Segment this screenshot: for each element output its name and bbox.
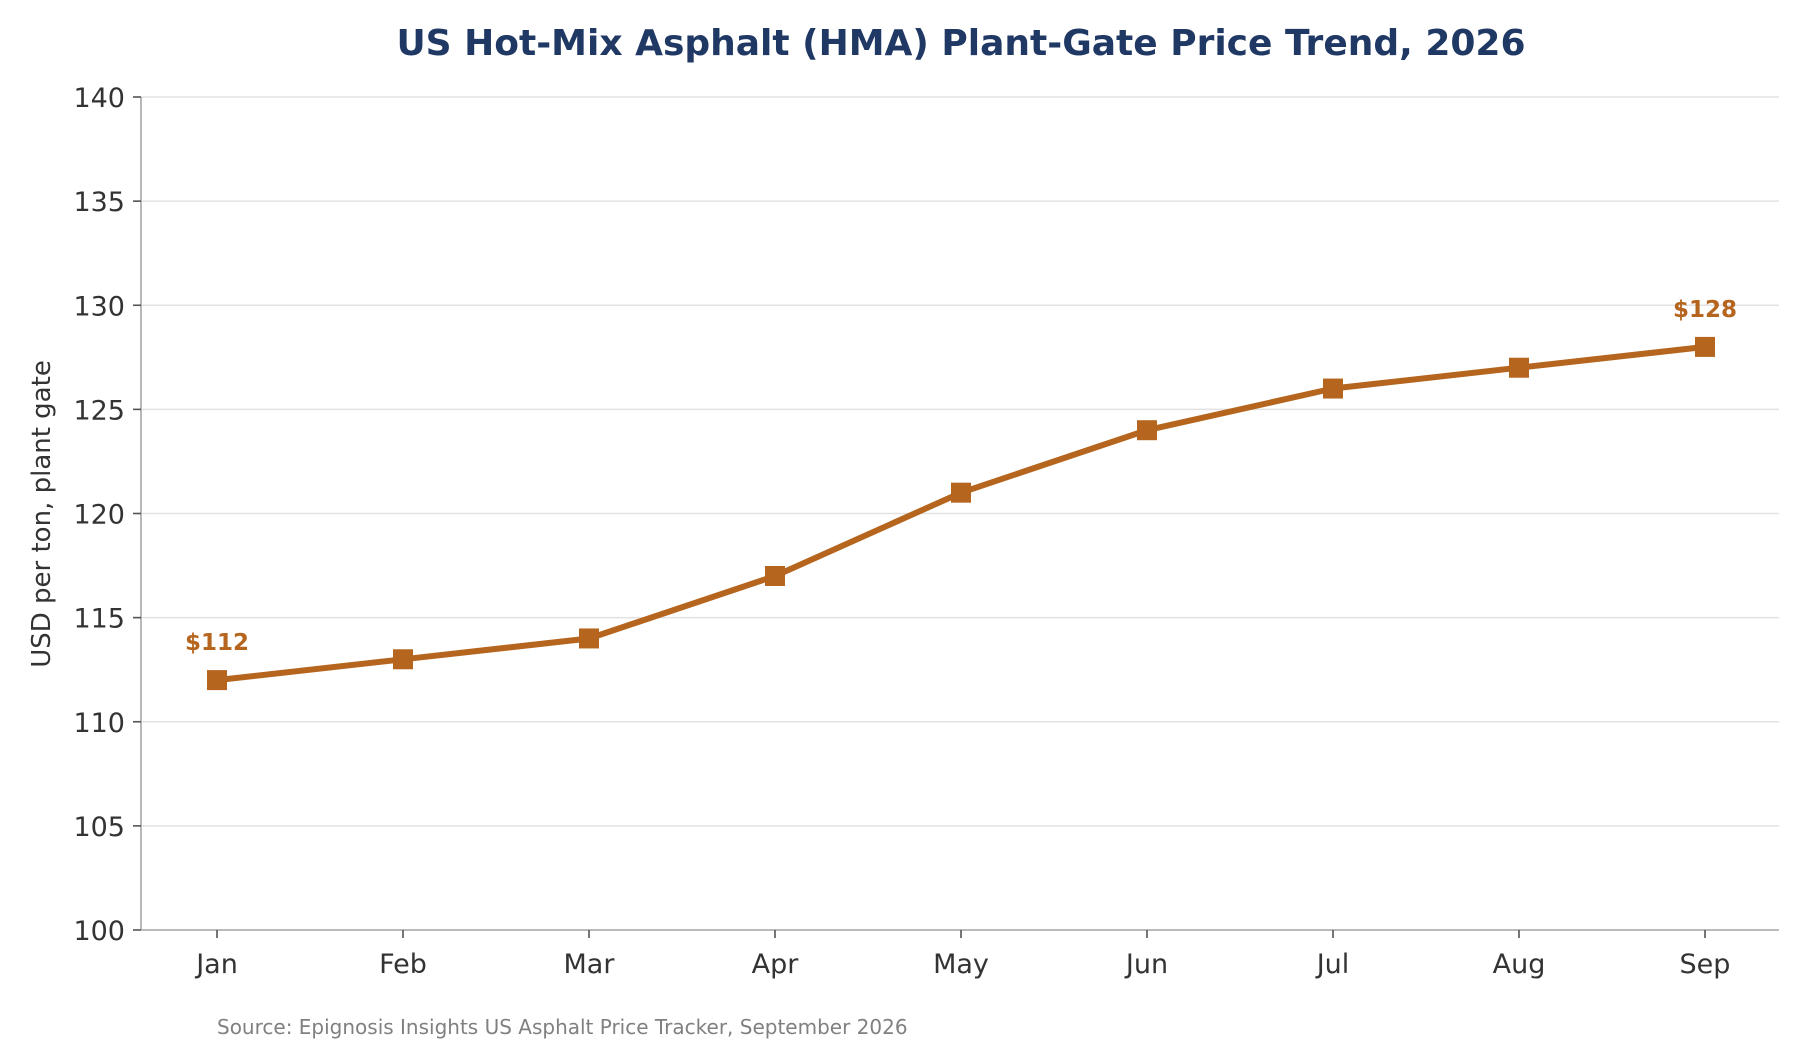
x-tick-label: Feb	[379, 949, 427, 980]
y-tick-label: 125	[73, 395, 125, 426]
data-label: $128	[1673, 297, 1737, 323]
x-tick-label: Mar	[564, 949, 616, 980]
chart-title: US Hot-Mix Asphalt (HMA) Plant-Gate Pric…	[396, 23, 1525, 64]
x-tick-label: Jun	[1124, 949, 1168, 980]
x-tick-label: Aug	[1493, 949, 1546, 980]
x-tick-label: Apr	[752, 949, 800, 980]
data-label: $112	[185, 630, 249, 656]
y-tick-label: 105	[73, 812, 125, 843]
x-axis-ticks: Jan Feb Mar Apr May Jun Jul Aug Sep	[194, 930, 1730, 980]
y-tick-label: 100	[73, 916, 125, 947]
y-tick-label: 120	[73, 500, 125, 531]
data-point-marker	[207, 670, 227, 691]
data-point-marker	[393, 649, 413, 670]
y-axis-ticks: 100 105 110 115 120 125 130 135 140	[73, 83, 141, 947]
y-tick-label: 115	[73, 604, 125, 635]
data-labels: $112 $128	[185, 297, 1737, 656]
y-tick-label: 140	[73, 83, 125, 114]
x-tick-label: May	[933, 949, 989, 980]
y-tick-label: 135	[73, 187, 125, 218]
y-tick-label: 130	[73, 291, 125, 322]
data-point-marker	[951, 482, 971, 503]
x-tick-label: Jul	[1315, 949, 1350, 980]
y-axis-label: USD per ton, plant gate	[27, 360, 57, 668]
x-tick-label: Sep	[1680, 949, 1731, 980]
data-point-marker	[1695, 336, 1715, 357]
data-point-marker	[579, 628, 599, 649]
source-note: Source: Epignosis Insights US Asphalt Pr…	[217, 1015, 908, 1039]
gridlines	[141, 96, 1779, 827]
data-point-marker	[1323, 378, 1343, 399]
series-price	[207, 336, 1715, 691]
data-point-marker	[1137, 420, 1157, 441]
x-tick-label: Jan	[194, 949, 238, 980]
data-point-marker	[1509, 357, 1529, 378]
y-tick-label: 110	[73, 708, 125, 739]
data-point-marker	[765, 565, 785, 586]
